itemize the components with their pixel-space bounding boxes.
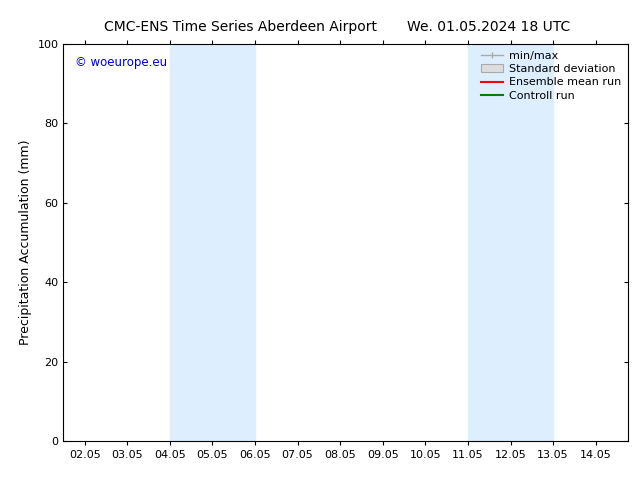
Text: © woeurope.eu: © woeurope.eu xyxy=(75,56,167,69)
Legend: min/max, Standard deviation, Ensemble mean run, Controll run: min/max, Standard deviation, Ensemble me… xyxy=(477,47,625,105)
Bar xyxy=(170,44,255,441)
Text: We. 01.05.2024 18 UTC: We. 01.05.2024 18 UTC xyxy=(406,20,570,34)
Text: CMC-ENS Time Series Aberdeen Airport: CMC-ENS Time Series Aberdeen Airport xyxy=(105,20,377,34)
Y-axis label: Precipitation Accumulation (mm): Precipitation Accumulation (mm) xyxy=(19,140,32,345)
Bar xyxy=(468,44,553,441)
